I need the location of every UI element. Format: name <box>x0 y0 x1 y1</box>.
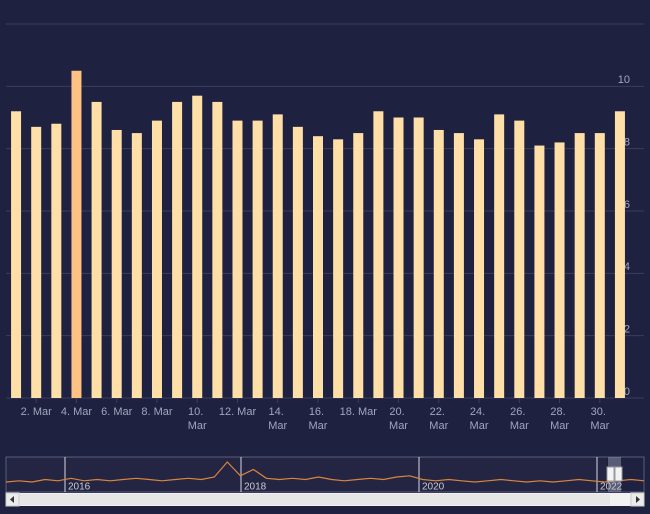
x-tick-label: 14. Mar <box>268 406 287 432</box>
y-tick-label: 2 <box>624 324 630 336</box>
bar <box>313 136 323 398</box>
bar <box>292 126 303 398</box>
bar <box>333 139 344 399</box>
bar <box>393 117 404 398</box>
bar <box>614 111 625 399</box>
y-tick-label: 4 <box>624 261 630 273</box>
bar <box>373 111 384 399</box>
bar <box>413 117 424 398</box>
bar <box>232 120 243 398</box>
bar <box>353 133 364 399</box>
bar <box>494 114 505 398</box>
bar <box>554 142 565 398</box>
navigator-line <box>5 461 645 483</box>
bar <box>252 120 263 398</box>
y-tick-label: 0 <box>624 386 630 398</box>
bar <box>111 129 122 398</box>
x-tick-label: 8. Mar <box>141 406 173 418</box>
bar <box>514 120 525 398</box>
navigator-frame <box>5 456 645 493</box>
navigator-label: 2018 <box>244 482 267 493</box>
bar <box>172 101 183 399</box>
navigator-label: 2022 <box>600 482 623 493</box>
bar <box>131 133 142 399</box>
bar <box>534 145 545 398</box>
navigator-label: 2016 <box>68 482 91 493</box>
scrollbar-right-arrow <box>636 496 640 503</box>
x-tick-label: 12. Mar <box>219 406 257 418</box>
x-tick-label: 30. Mar <box>590 406 609 432</box>
scrollbar-thumb[interactable] <box>18 494 610 505</box>
y-tick-label: 6 <box>624 199 630 211</box>
bar <box>594 133 605 399</box>
bar <box>31 126 42 398</box>
bar <box>151 120 162 398</box>
bar <box>11 111 22 399</box>
x-tick-label: 2. Mar <box>21 406 53 418</box>
bar <box>272 114 283 398</box>
x-tick-label: 16. Mar <box>309 406 328 432</box>
bar <box>433 129 444 398</box>
x-tick-label: 20. Mar <box>389 406 408 432</box>
y-tick-label: 8 <box>624 137 630 149</box>
bar <box>71 70 82 398</box>
x-tick-label: 24. Mar <box>470 406 489 432</box>
bar <box>474 139 485 399</box>
bar <box>192 95 203 398</box>
navigator-handle[interactable] <box>606 466 615 482</box>
scrollbar-left-arrow <box>10 496 14 503</box>
navigator-mask <box>6 457 606 492</box>
y-tick-label: 10 <box>618 74 630 86</box>
bar <box>453 133 464 399</box>
x-tick-label: 10. Mar <box>188 406 207 432</box>
x-tick-label: 4. Mar <box>61 406 93 418</box>
navigator-handle[interactable] <box>614 466 623 482</box>
navigator-label: 2020 <box>422 482 445 493</box>
x-tick-label: 18. Mar <box>340 406 378 418</box>
bar <box>574 133 585 399</box>
x-tick-label: 6. Mar <box>101 406 133 418</box>
bar <box>212 101 223 399</box>
x-tick-label: 26. Mar <box>510 406 529 432</box>
x-tick-label: 28. Mar <box>550 406 569 432</box>
x-tick-label: 22. Mar <box>429 406 448 432</box>
bar <box>91 101 102 399</box>
bar <box>51 123 62 398</box>
